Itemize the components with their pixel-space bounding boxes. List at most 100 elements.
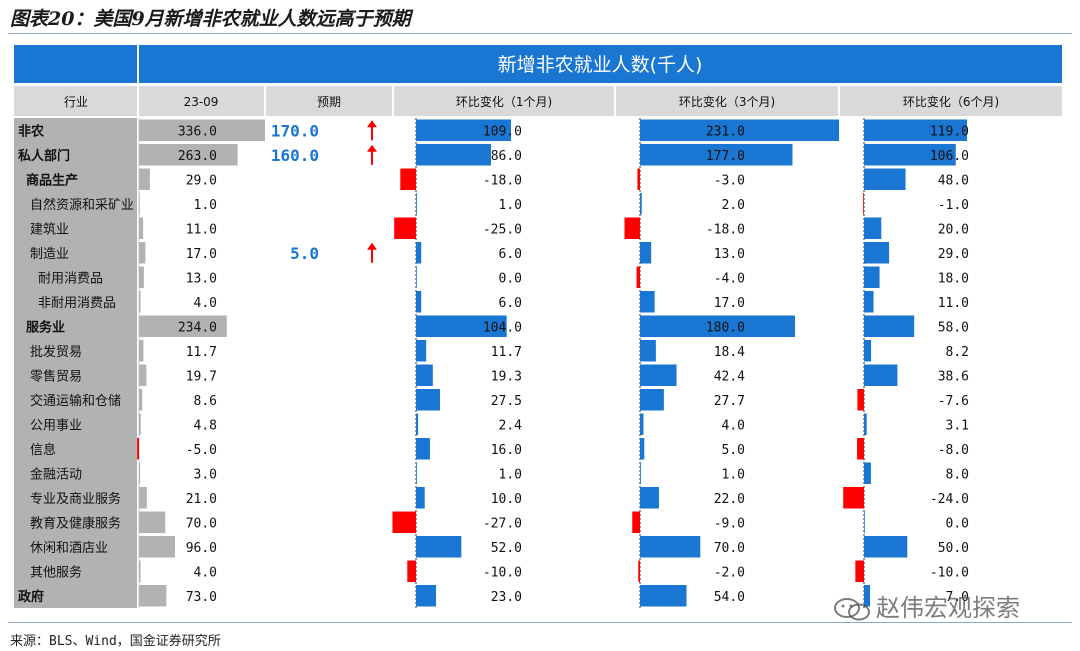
value-label: 4.0 <box>194 565 217 580</box>
change-label: -10.0 <box>930 565 969 580</box>
value-label: 234.0 <box>178 320 217 335</box>
change-label: 17.0 <box>714 296 745 311</box>
change-label: -8.0 <box>938 443 969 458</box>
column-header-cell <box>139 86 264 116</box>
value-bar <box>139 585 167 607</box>
change-bar <box>864 413 867 435</box>
change-bar <box>857 389 864 411</box>
forecast-label: 170.0 <box>271 121 319 140</box>
change-label: -2.0 <box>714 565 745 580</box>
change-label: 11.0 <box>938 296 969 311</box>
value-bar <box>137 438 139 460</box>
change-label: 6.0 <box>499 296 522 311</box>
change-bar <box>864 291 874 313</box>
value-label: 263.0 <box>178 149 217 164</box>
change-label: 104.0 <box>483 320 522 335</box>
change-bar <box>640 315 796 337</box>
change-bar <box>416 242 422 264</box>
value-label: 336.0 <box>178 124 217 139</box>
industry-label: 交通运输和仓储 <box>30 393 121 409</box>
industry-label: 非耐用消费品 <box>38 296 116 311</box>
change-label: -9.0 <box>714 516 745 531</box>
up-arrow-head <box>367 242 377 250</box>
change-bar <box>416 193 417 215</box>
change-bar <box>416 144 491 166</box>
column-header-cell <box>394 86 614 116</box>
industry-label: 商品生产 <box>26 172 78 188</box>
value-bar <box>139 168 150 190</box>
change-bar <box>864 217 882 239</box>
industry-label: 制造业 <box>30 247 69 262</box>
figure-title: 图表20：美国9月新增非农就业人数远高于预期 <box>10 8 411 30</box>
change-bar <box>640 364 677 386</box>
change-label: 16.0 <box>491 443 522 458</box>
change-label: 0.0 <box>946 516 969 531</box>
change-label: -7.6 <box>938 394 969 409</box>
industry-label: 建筑业 <box>30 221 69 237</box>
industry-label: 金融活动 <box>30 466 82 482</box>
change-bar <box>416 119 511 141</box>
change-bar <box>638 560 640 582</box>
column-header-label: 环比变化（1个月) <box>456 94 552 109</box>
forecast-label: 5.0 <box>290 244 319 263</box>
change-bar <box>640 462 641 484</box>
change-bar <box>864 242 890 264</box>
value-label: 21.0 <box>186 492 217 507</box>
change-label: -10.0 <box>483 565 522 580</box>
change-label: 18.0 <box>938 271 969 286</box>
change-bar <box>400 168 416 190</box>
header-corner <box>14 45 137 83</box>
value-label: 13.0 <box>186 271 217 286</box>
change-bar <box>864 536 908 558</box>
value-label: -5.0 <box>186 443 217 458</box>
forecast-label: 160.0 <box>271 146 319 165</box>
title-rule <box>8 33 1072 34</box>
value-bar <box>139 536 175 558</box>
value-bar <box>139 364 147 386</box>
value-label: 70.0 <box>186 516 217 531</box>
change-bar <box>416 413 419 435</box>
change-bar <box>416 462 417 484</box>
change-bar <box>640 340 656 362</box>
change-label: 180.0 <box>706 320 745 335</box>
change-bar <box>416 389 440 411</box>
industry-label: 其他服务 <box>30 564 82 580</box>
change-label: 11.7 <box>491 345 522 360</box>
change-bar <box>864 168 906 190</box>
industry-label: 公用事业 <box>30 418 82 433</box>
change-bar <box>857 438 864 460</box>
value-bar <box>139 291 141 313</box>
change-bar <box>637 168 640 190</box>
change-label: -27.0 <box>483 516 522 531</box>
change-label: 1.0 <box>499 198 522 213</box>
value-bar <box>139 242 146 264</box>
value-label: 73.0 <box>186 590 217 605</box>
value-label: 4.8 <box>194 418 217 433</box>
change-bar <box>864 266 880 288</box>
change-label: 2.4 <box>499 418 523 433</box>
value-bar <box>139 560 141 582</box>
change-bar <box>864 511 865 533</box>
watermark-text: 赵伟宏观探索 <box>876 594 1020 622</box>
column-header-cell <box>266 86 392 116</box>
change-label: 106.0 <box>930 149 969 164</box>
change-bar <box>855 560 864 582</box>
bottom-rule <box>8 622 1072 623</box>
value-label: 11.7 <box>186 345 217 360</box>
value-bar <box>139 144 238 166</box>
change-label: 58.0 <box>938 320 969 335</box>
value-bar <box>139 413 141 435</box>
column-header-label: 环比变化（3个月) <box>679 94 775 109</box>
change-bar <box>640 585 687 607</box>
change-bar <box>640 438 645 460</box>
change-label: 54.0 <box>714 590 745 605</box>
change-bar <box>864 364 898 386</box>
value-bar <box>139 217 144 239</box>
column-header-label: 预期 <box>317 95 341 109</box>
change-bar <box>416 315 507 337</box>
change-label: 13.0 <box>714 247 745 262</box>
change-bar <box>416 438 430 460</box>
change-bar <box>640 536 701 558</box>
change-bar <box>392 511 416 533</box>
change-label: -18.0 <box>483 173 522 188</box>
